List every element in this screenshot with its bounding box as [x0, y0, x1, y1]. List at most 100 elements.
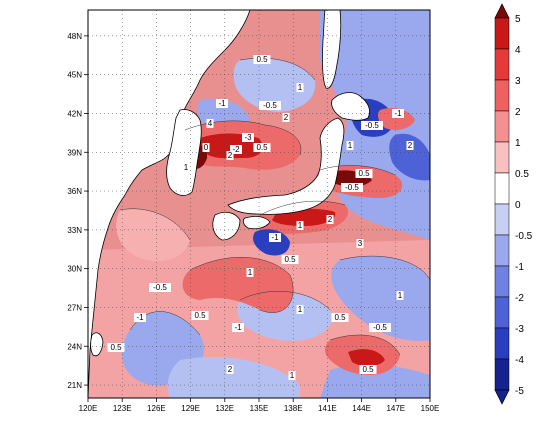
contour-label-text: 1 [248, 268, 253, 277]
colorbar-swatch [494, 17, 510, 50]
contour-value-label: -0.5 [149, 283, 171, 292]
contour-line [129, 311, 201, 336]
land-kyushu [212, 211, 241, 241]
x-tick-label: 123E [113, 404, 132, 413]
y-axis-labels: 21N 24N 27N 30N 33N 36N 39N 42N 45N 48N [67, 32, 88, 390]
contour-label-text: -0.5 [345, 183, 359, 192]
colorbar: 5 4 3 2 1 0.5 0 -0.5 -1 -2 -3 -4 -5 [494, 3, 533, 405]
anomaly-region-pos-strong-southeast [348, 349, 385, 367]
contour-label-bg [346, 141, 354, 150]
contour-label-text: 0.5 [256, 143, 268, 152]
colorbar-label: -4 [515, 355, 524, 366]
x-axis-labels: 120E 123E 126E 129E 132E 135E 138E 141E 144E 147E… [79, 398, 440, 413]
contour-value-label: -2 [230, 145, 242, 154]
contour-label-bg [296, 83, 304, 92]
land-sakhalin [322, 10, 342, 89]
colorbar-swatch [494, 203, 510, 236]
x-tick-label: 132E [215, 404, 234, 413]
contour-label-text: 0 [204, 143, 209, 152]
contour-value-label: -1 [392, 109, 404, 118]
colorbar-label: 5 [515, 14, 521, 25]
y-tick-label: 21N [67, 381, 82, 390]
contour-label-text: 1 [298, 83, 303, 92]
contour-label-bg [226, 151, 234, 160]
contour-label-text: 0.5 [256, 55, 268, 64]
contour-label-text: 1 [398, 291, 403, 300]
y-tick-label: 48N [67, 32, 82, 41]
contour-label-text: 0.5 [284, 255, 296, 264]
contour-label-text: 2 [228, 151, 233, 160]
contour-label-text: 0.5 [358, 169, 370, 178]
contour-line [184, 120, 302, 156]
contour-line [239, 57, 316, 81]
contour-value-label: 0.5 [253, 55, 271, 64]
colorbar-swatch [494, 48, 510, 81]
contour-label-text: 1 [298, 305, 303, 314]
contour-label-text: 0.5 [334, 313, 346, 322]
land-taiwan [90, 332, 104, 357]
contour-label-text: 0.5 [110, 343, 122, 352]
contour-label-text: 0.5 [194, 311, 206, 320]
anomaly-region-pos-light-ecs [116, 208, 190, 261]
contour-label-bg [281, 255, 299, 264]
land-asia-mainland [88, 10, 251, 398]
contour-label-bg [242, 133, 254, 142]
contour-line [329, 334, 401, 356]
anomaly-region-pos-mid-northeast [377, 108, 415, 130]
contour-value-label: 4 [206, 119, 214, 128]
contour-label-bg [396, 291, 404, 300]
colorbar-label: 0 [515, 200, 521, 211]
y-tick-label: 36N [67, 187, 82, 196]
contour-label-bg [202, 143, 210, 152]
contour-label-bg [259, 101, 281, 110]
contour-label-bg [282, 113, 290, 122]
y-tick-label: 27N [67, 303, 82, 312]
contour-value-label: 1 [246, 268, 254, 277]
x-tick-label: 144E [352, 404, 371, 413]
contour-label-bg [406, 141, 414, 150]
anomaly-region-pos-mid-south [182, 257, 294, 313]
x-tick-label: 120E [79, 404, 98, 413]
contour-line [189, 257, 294, 313]
contour-value-label: 2 [282, 113, 290, 122]
contour-label-bg [149, 283, 171, 292]
contour-label-bg [269, 233, 281, 242]
contour-label-text: 1 [290, 371, 295, 380]
contour-label-text: -1 [136, 313, 144, 322]
contour-lines [119, 57, 430, 356]
contour-label-bg [230, 145, 242, 154]
x-tick-label: 147E [386, 404, 405, 413]
contour-value-label: -0.5 [361, 121, 383, 130]
contour-label-bg [206, 119, 214, 128]
colorbar-label: 0.5 [515, 169, 529, 180]
colorbar-label: -5 [515, 386, 524, 397]
x-tick-label: 150E [421, 404, 440, 413]
contour-value-label: 2 [226, 365, 234, 374]
contour-label-bg [288, 371, 296, 380]
contour-value-label: 0.5 [331, 313, 349, 322]
y-tick-label: 30N [67, 265, 82, 274]
colorbar-swatch [494, 358, 510, 391]
contour-label-text: -1 [218, 99, 226, 108]
contour-label-text: -0.5 [263, 101, 277, 110]
colorbar-swatch [494, 265, 510, 298]
colorbar-swatch [494, 296, 510, 329]
contour-label-bg [356, 239, 364, 248]
contour-label-text: 0.5 [362, 365, 374, 374]
contour-label-text: 3 [358, 239, 363, 248]
contour-label-text: -0.5 [153, 283, 167, 292]
contour-value-label: -0.5 [369, 323, 391, 332]
contour-value-label: -1 [232, 323, 244, 332]
colorbar-label: 4 [515, 45, 521, 56]
contour-label-text: -0.5 [365, 121, 379, 130]
y-tick-label: 33N [67, 226, 82, 235]
contour-value-label: 0.5 [107, 343, 125, 352]
anomaly-region-neg-strong-east [389, 133, 430, 181]
contour-value-label: 1 [288, 371, 296, 380]
contour-value-label: -3 [242, 133, 254, 142]
x-tick-label: 141E [318, 404, 337, 413]
contour-label-bg [296, 221, 304, 230]
contour-label-bg [355, 169, 373, 178]
contour-label-bg [392, 109, 404, 118]
